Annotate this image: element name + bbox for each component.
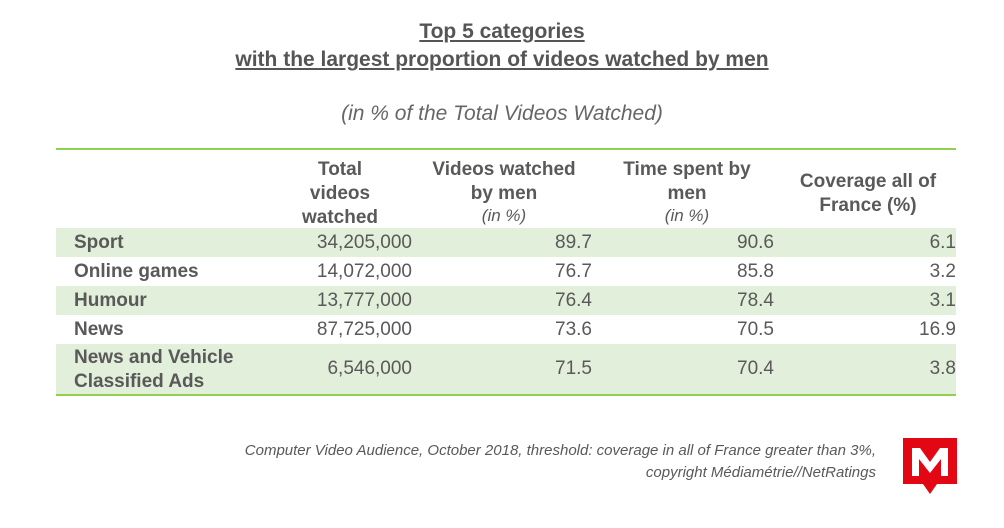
- header-videos-by-men-line-1: Videos watched: [432, 159, 576, 180]
- table-top-border: [56, 148, 956, 150]
- header-time-by-men-unit: (in %): [664, 206, 710, 225]
- time-by-men-cell: 78.4: [737, 290, 774, 311]
- chart-title-line-2: with the largest proportion of videos wa…: [235, 48, 769, 71]
- total-videos-cell: 87,725,000: [316, 319, 412, 340]
- time-by-men-cell: 85.8: [737, 261, 774, 282]
- source-line-1: Computer Video Audience, October 2018, t…: [244, 442, 876, 459]
- category-cell: Humour: [74, 290, 147, 311]
- total-videos-cell: 6,546,000: [327, 358, 412, 379]
- header-coverage-line-1: Coverage all of: [799, 171, 937, 192]
- header-time-by-men-line-1: Time spent by: [623, 159, 751, 180]
- header-total-videos-line-3: watched: [301, 207, 379, 228]
- table-row: Online games 14,072,000 76.7 85.8 3.2: [56, 257, 956, 286]
- chart-subtitle: (in % of the Total Videos Watched): [341, 102, 663, 125]
- source-line-2: copyright Médiamétrie//NetRatings: [645, 464, 876, 481]
- total-videos-cell: 34,205,000: [316, 232, 412, 253]
- header-videos-by-men-unit: (in %): [481, 206, 527, 225]
- table-row: Humour 13,777,000 76.4 78.4 3.1: [56, 286, 956, 315]
- header-videos-by-men-line-2: by men: [470, 183, 538, 204]
- table-row: Sport 34,205,000 89.7 90.6 6.1: [56, 228, 956, 257]
- category-cell: News and Vehicle Classified Ads: [74, 347, 234, 392]
- header-coverage: Coverage all of France (%): [780, 170, 956, 218]
- source-note: Computer Video Audience, October 2018, t…: [245, 440, 876, 484]
- header-total-videos-line-2: videos: [309, 183, 371, 204]
- table-row: News and Vehicle Classified Ads 6,546,000…: [56, 344, 956, 394]
- coverage-cell: 3.2: [929, 261, 956, 282]
- coverage-cell: 3.8: [929, 358, 956, 379]
- category-cell: Online games: [74, 261, 199, 282]
- time-by-men-cell: 70.4: [737, 358, 774, 379]
- data-table: Total videos watched Videos watched by m…: [56, 148, 956, 396]
- table-header: Total videos watched Videos watched by m…: [56, 150, 956, 228]
- table-body: Sport 34,205,000 89.7 90.6 6.1 Online games 14…: [56, 228, 956, 394]
- coverage-cell: 16.9: [919, 319, 956, 340]
- header-time-by-men-line-2: men: [667, 183, 707, 204]
- header-videos-by-men: Videos watched by men (in %): [414, 158, 594, 226]
- header-total-videos: Total videos watched: [280, 158, 400, 230]
- chart-title-line-1: Top 5 categories: [419, 20, 585, 43]
- coverage-cell: 6.1: [929, 232, 956, 253]
- videos-by-men-cell: 89.7: [555, 232, 592, 253]
- header-time-by-men: Time spent by men (in %): [602, 158, 772, 226]
- table-row: News 87,725,000 73.6 70.5 16.9: [56, 315, 956, 344]
- videos-by-men-cell: 76.7: [555, 261, 592, 282]
- total-videos-cell: 13,777,000: [316, 290, 412, 311]
- header-total-videos-line-1: Total: [318, 159, 362, 180]
- category-cell: News: [74, 319, 124, 340]
- header-coverage-line-2: France (%): [819, 195, 917, 216]
- category-cell: Sport: [74, 232, 124, 253]
- videos-by-men-cell: 71.5: [555, 358, 592, 379]
- total-videos-cell: 14,072,000: [316, 261, 412, 282]
- videos-by-men-cell: 73.6: [555, 319, 592, 340]
- time-by-men-cell: 90.6: [737, 232, 774, 253]
- time-by-men-cell: 70.5: [737, 319, 774, 340]
- mediametrie-logo-icon: [903, 438, 957, 494]
- videos-by-men-cell: 76.4: [555, 290, 592, 311]
- table-bottom-border: [56, 394, 956, 396]
- coverage-cell: 3.1: [929, 290, 956, 311]
